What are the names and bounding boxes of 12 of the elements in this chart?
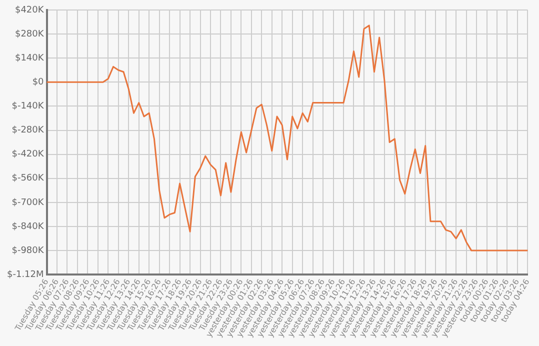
y-tick-label: $420K bbox=[14, 5, 45, 16]
y-tick-label: $-700K bbox=[12, 198, 45, 208]
y-tick-label: $-840K bbox=[12, 222, 45, 232]
y-tick-label: $-420K bbox=[12, 150, 45, 160]
y-tick-label: $280K bbox=[14, 29, 45, 40]
y-tick-label: $-560K bbox=[12, 174, 45, 184]
y-tick-label: $0 bbox=[32, 78, 44, 88]
y-tick-label: $-980K bbox=[12, 246, 45, 256]
y-tick-label: $-1.12M bbox=[6, 270, 44, 280]
y-tick-label: $-280K bbox=[12, 126, 45, 136]
y-tick-label: $-140K bbox=[12, 102, 45, 112]
y-tick-label: $140K bbox=[14, 53, 45, 64]
